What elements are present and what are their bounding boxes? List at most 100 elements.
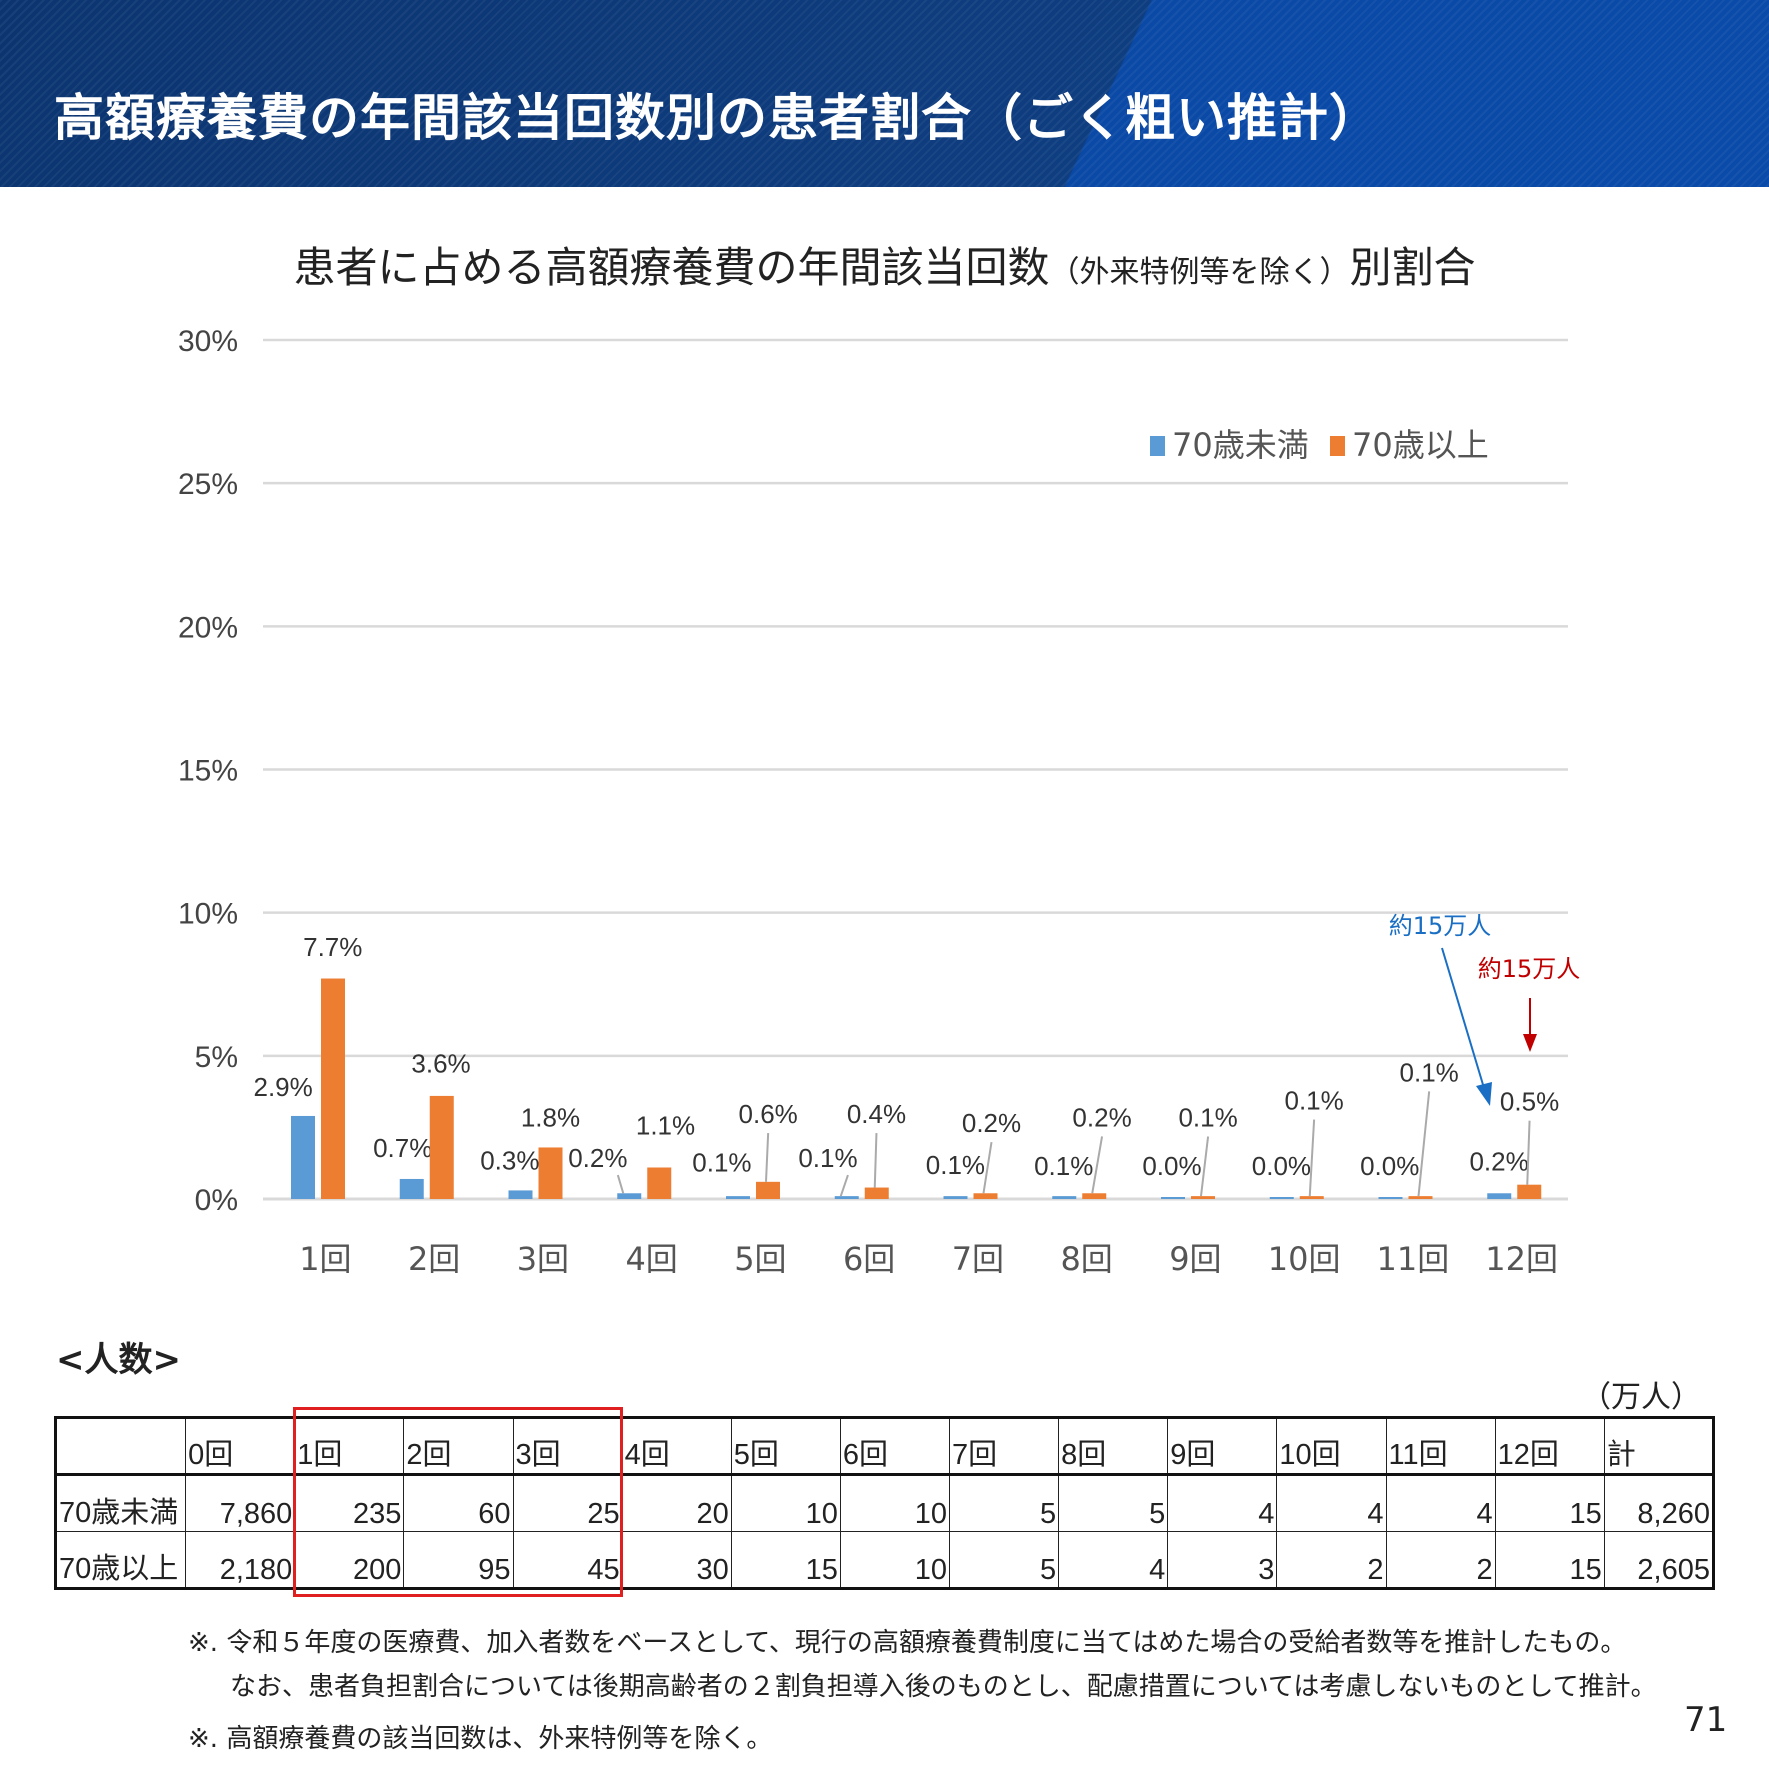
data-label: 0.7%	[373, 1133, 432, 1163]
chart-title-end: 別割合	[1349, 243, 1476, 292]
table-cell: 2,180	[185, 1531, 296, 1589]
data-label: 0.1%	[1034, 1151, 1093, 1181]
x-tick-label: 1回	[299, 1240, 351, 1278]
data-label: 0.1%	[1400, 1057, 1459, 1087]
y-tick-label: 30%	[178, 325, 238, 358]
table-cell: 10	[730, 1474, 841, 1532]
leader-line	[765, 1133, 770, 1182]
bar-over70	[756, 1181, 780, 1199]
table-cell: 2,605	[1603, 1531, 1715, 1589]
table-cell: 5	[949, 1531, 1060, 1589]
table-cell: 8回	[1058, 1417, 1169, 1476]
bar-chart: 0% 5% 10% 15% 20% 25% 30% 2.9% 7.7% 1回 0.7% 3.6% 2回 0…	[178, 325, 1581, 1278]
bar-under70	[1052, 1196, 1077, 1199]
table-cell: 95	[403, 1531, 514, 1589]
bar-over70	[1299, 1196, 1324, 1199]
bar-over70	[1408, 1196, 1433, 1199]
x-tick-label: 12回	[1485, 1240, 1558, 1278]
bar-under70	[726, 1196, 750, 1199]
leader-line	[1417, 1091, 1431, 1197]
data-label: 0.1%	[692, 1148, 751, 1178]
table-cell: 70歳未満	[54, 1474, 187, 1532]
chart-title-sub: （外来特例等を除く）	[1049, 255, 1350, 290]
table-cell	[54, 1417, 187, 1476]
table-cell: 1回	[294, 1417, 405, 1476]
data-label: 0.4%	[847, 1099, 906, 1129]
table-cell: 2回	[403, 1417, 514, 1476]
table-cell: 5	[1058, 1474, 1169, 1532]
x-tick-label: 4回	[625, 1240, 677, 1278]
x-tick-label: 3回	[517, 1240, 569, 1278]
x-tick-label: 9回	[1169, 1240, 1221, 1278]
y-tick-label: 5%	[195, 1041, 238, 1074]
data-label: 0.1%	[1284, 1086, 1343, 1116]
bar-under70	[399, 1178, 424, 1199]
table-cell: 9回	[1167, 1417, 1278, 1476]
table-cell: 5	[949, 1474, 1060, 1532]
data-label: 0.0%	[1142, 1151, 1201, 1181]
arrowhead-icon	[1523, 1034, 1537, 1052]
table-cell: 4回	[621, 1417, 732, 1476]
slide-header: 高額療養費の年間該当回数別の患者割合（ごく粗い推計）	[0, 0, 1769, 187]
table-cell: 10回	[1276, 1417, 1387, 1476]
bar-over70	[864, 1187, 889, 1199]
chart-title-main: 患者に占める高額療養費の年間該当回数	[293, 243, 1050, 292]
note-1: ※. 令和５年度の医療費、加入者数をベースとして、現行の高額療養費制度に当てはめ…	[188, 1628, 1627, 1658]
table-cell: 4	[1385, 1474, 1496, 1532]
y-tick-label: 0%	[195, 1184, 238, 1217]
table-cell: 10	[839, 1531, 951, 1589]
table-row: 70歳以上 2,180 200 95 45 30 15 10 5 4 3 2 2 15 2,605	[54, 1531, 1715, 1589]
legend-swatch	[1150, 436, 1165, 456]
data-label: 0.1%	[926, 1150, 985, 1180]
table-row: 70歳未満 7,860 235 60 25 20 10 10 5 5 4 4 4 15 8,260	[54, 1474, 1715, 1532]
bar-over70	[1082, 1193, 1107, 1199]
table-cell: 10	[839, 1474, 951, 1532]
x-tick-label: 5回	[734, 1240, 786, 1278]
bar-under70	[508, 1190, 533, 1199]
table-cell: 8,260	[1603, 1474, 1715, 1532]
data-label: 0.6%	[739, 1099, 798, 1129]
count-section-label: <人数>	[56, 1340, 181, 1380]
bar-under70	[943, 1196, 968, 1199]
data-label: 1.1%	[636, 1110, 695, 1140]
legend-label: 70歳以上	[1352, 426, 1489, 464]
data-label: 3.6%	[411, 1048, 470, 1078]
table-cell: 計	[1603, 1417, 1715, 1476]
bar-over70	[429, 1095, 454, 1199]
note-3: ※. 高額療養費の該当回数は、外来特例等を除く。	[188, 1724, 773, 1754]
table-cell: 3回	[512, 1417, 623, 1476]
bar-over70	[1191, 1196, 1215, 1199]
table-cell: 12回	[1494, 1417, 1605, 1476]
data-label: 0.1%	[1178, 1102, 1237, 1132]
table-cell: 7,860	[185, 1474, 296, 1532]
bar-under70	[291, 1115, 315, 1199]
highlight-box	[293, 1407, 623, 1597]
data-label: 0.2%	[1469, 1146, 1528, 1176]
leader-line	[616, 1174, 625, 1194]
x-tick-label: 10回	[1268, 1240, 1341, 1278]
bar-over70	[538, 1147, 563, 1199]
table-cell: 2	[1276, 1531, 1387, 1589]
data-label: 0.1%	[798, 1143, 857, 1173]
bar-over70	[1517, 1184, 1542, 1199]
data-label: 0.2%	[962, 1108, 1021, 1138]
y-tick-label: 10%	[178, 898, 238, 931]
bar-under70	[1269, 1197, 1294, 1199]
data-label: 0.2%	[1072, 1102, 1131, 1132]
table-cell: 5回	[730, 1417, 841, 1476]
data-label: 0.5%	[1500, 1087, 1559, 1117]
annotation-over70: 約15万人	[1478, 955, 1581, 983]
table-cell: 45	[512, 1531, 623, 1589]
legend-label: 70歳未満	[1172, 426, 1309, 464]
data-label: 2.9%	[253, 1072, 312, 1102]
leader-line	[1091, 1136, 1104, 1194]
arrow-under70	[1441, 947, 1485, 1089]
table-cell: 7回	[949, 1417, 1060, 1476]
x-tick-label: 8回	[1060, 1240, 1112, 1278]
table-cell: 70歳以上	[54, 1531, 187, 1589]
table-cell: 2	[1385, 1531, 1496, 1589]
data-label: 0.0%	[1360, 1151, 1419, 1181]
table-cell: 4	[1167, 1474, 1278, 1532]
page-number: 71	[1684, 1700, 1728, 1740]
table-cell: 15	[730, 1531, 841, 1589]
